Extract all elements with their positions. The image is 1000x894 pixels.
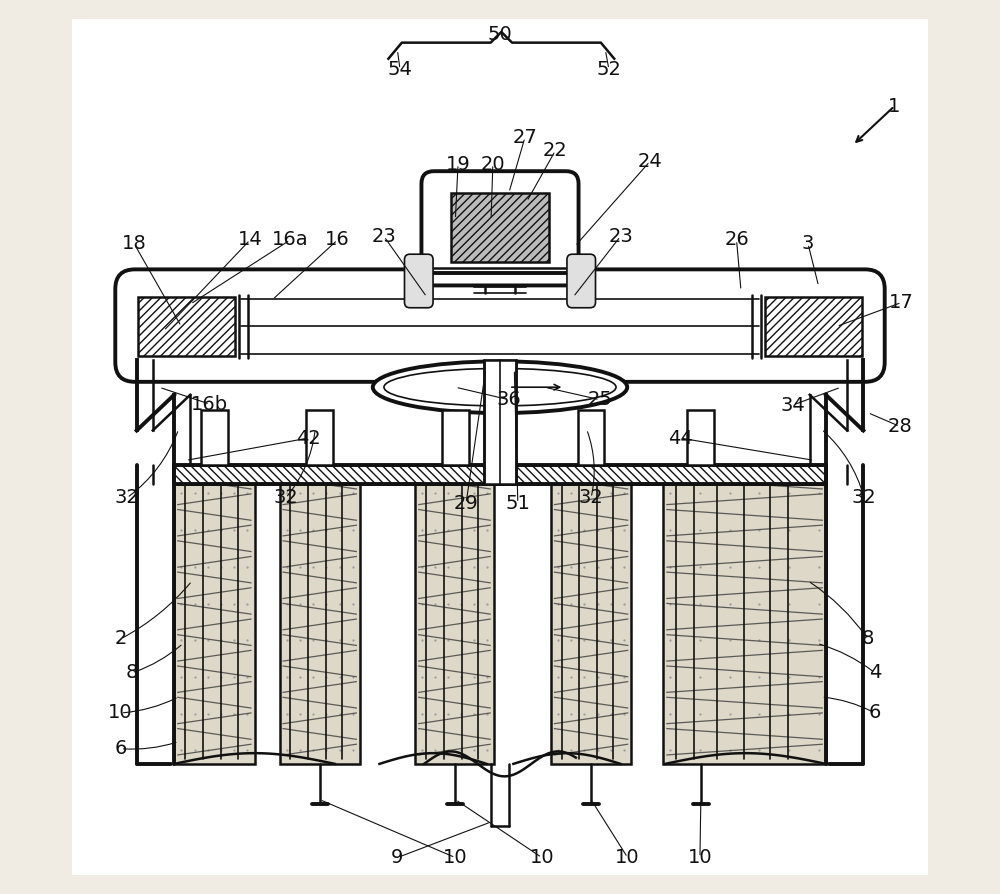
Polygon shape bbox=[174, 465, 826, 485]
Text: 27: 27 bbox=[513, 128, 537, 147]
Polygon shape bbox=[280, 485, 360, 763]
Text: 44: 44 bbox=[668, 428, 693, 448]
Text: 9: 9 bbox=[391, 848, 404, 867]
Text: 54: 54 bbox=[388, 60, 412, 79]
Polygon shape bbox=[415, 485, 494, 763]
Text: 8: 8 bbox=[862, 629, 874, 648]
Text: 16a: 16a bbox=[272, 231, 309, 249]
Text: 50: 50 bbox=[488, 25, 512, 44]
Text: 10: 10 bbox=[688, 848, 712, 867]
Text: 32: 32 bbox=[273, 488, 298, 508]
Text: 17: 17 bbox=[889, 293, 914, 312]
Text: 26: 26 bbox=[724, 231, 749, 249]
FancyBboxPatch shape bbox=[115, 269, 885, 382]
Text: 16: 16 bbox=[325, 231, 350, 249]
Polygon shape bbox=[687, 409, 714, 465]
Text: 2: 2 bbox=[114, 629, 127, 648]
FancyBboxPatch shape bbox=[567, 254, 596, 308]
Text: 34: 34 bbox=[780, 395, 805, 415]
Polygon shape bbox=[578, 409, 604, 465]
Text: 32: 32 bbox=[115, 488, 139, 508]
Ellipse shape bbox=[373, 361, 627, 413]
Text: 29: 29 bbox=[454, 493, 478, 513]
Text: 42: 42 bbox=[296, 428, 320, 448]
Text: 3: 3 bbox=[802, 234, 814, 253]
Polygon shape bbox=[551, 485, 631, 763]
Text: 18: 18 bbox=[122, 234, 146, 253]
Text: 19: 19 bbox=[446, 155, 470, 173]
Text: 16b: 16b bbox=[191, 394, 228, 414]
Text: 10: 10 bbox=[108, 704, 133, 722]
Text: 51: 51 bbox=[505, 493, 530, 513]
Text: 1: 1 bbox=[888, 97, 901, 115]
Text: 23: 23 bbox=[608, 227, 633, 246]
Text: 22: 22 bbox=[543, 141, 568, 160]
Text: 20: 20 bbox=[481, 155, 505, 173]
Text: 24: 24 bbox=[638, 152, 662, 171]
Text: 4: 4 bbox=[869, 663, 881, 682]
FancyBboxPatch shape bbox=[72, 19, 928, 875]
Text: 8: 8 bbox=[126, 663, 138, 682]
FancyBboxPatch shape bbox=[421, 171, 579, 285]
Text: 14: 14 bbox=[238, 231, 262, 249]
Text: 6: 6 bbox=[869, 704, 881, 722]
FancyBboxPatch shape bbox=[404, 254, 433, 308]
Text: 52: 52 bbox=[596, 60, 621, 79]
Text: 10: 10 bbox=[530, 848, 554, 867]
Text: 25: 25 bbox=[588, 390, 612, 409]
Text: 10: 10 bbox=[615, 848, 640, 867]
Polygon shape bbox=[484, 360, 516, 485]
Text: 32: 32 bbox=[579, 488, 603, 508]
Polygon shape bbox=[663, 485, 826, 763]
Ellipse shape bbox=[384, 368, 616, 406]
Polygon shape bbox=[174, 485, 255, 763]
Polygon shape bbox=[451, 192, 549, 262]
Text: 23: 23 bbox=[372, 227, 396, 246]
Text: 28: 28 bbox=[888, 417, 912, 436]
Text: 6: 6 bbox=[114, 739, 127, 758]
Polygon shape bbox=[765, 297, 862, 356]
Polygon shape bbox=[201, 409, 228, 465]
Polygon shape bbox=[306, 409, 333, 465]
Text: 10: 10 bbox=[443, 848, 468, 867]
Polygon shape bbox=[138, 297, 235, 356]
Text: 36: 36 bbox=[497, 390, 521, 409]
Polygon shape bbox=[442, 409, 469, 465]
Text: 32: 32 bbox=[852, 488, 877, 508]
